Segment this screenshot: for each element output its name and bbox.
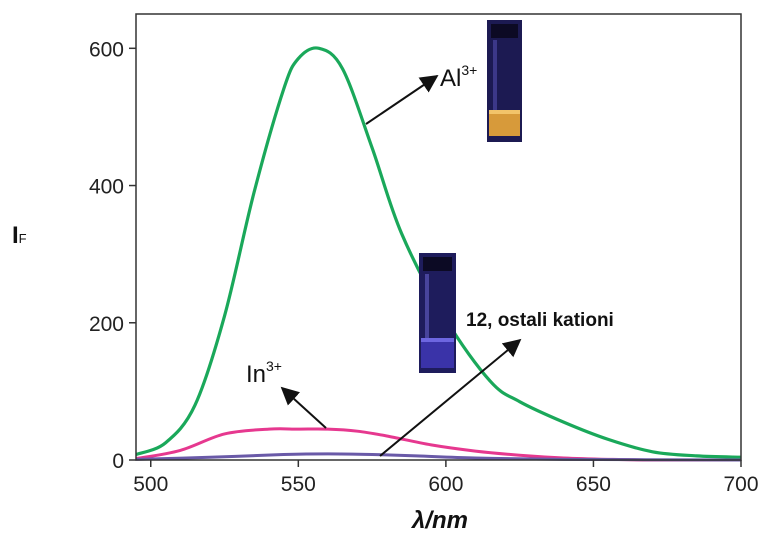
annotation-in-label: In (246, 361, 266, 388)
annotation-others: 12, ostali kationi (466, 310, 614, 331)
al-arrow (365, 74, 439, 125)
y-tick-label-1: 200 (89, 313, 124, 336)
al-vial-photo (487, 20, 522, 142)
ticks-layer: 500 550 600 650 700 0 200 400 600 (89, 38, 759, 496)
annotation-al-label: Al (440, 65, 461, 92)
y-tick-label-0: 0 (112, 450, 124, 473)
annotation-al-sup: 3+ (461, 62, 477, 78)
x-tick-label-1: 550 (281, 473, 316, 496)
x-tick-label-4: 700 (723, 473, 758, 496)
x-tick-label-0: 500 (133, 473, 168, 496)
series-line-2 (135, 452, 742, 462)
x-tick-label-2: 600 (428, 473, 463, 496)
y-axis-title: IF (12, 222, 27, 249)
y-axis-title-main: I (12, 222, 19, 249)
x-axis-title: λ/nm (410, 507, 468, 534)
in-arrow (280, 386, 327, 429)
series-line-0 (135, 46, 742, 459)
annotation-in-sup: 3+ (266, 358, 282, 374)
annotation-in: In3+ (246, 358, 282, 388)
plot-frame (135, 13, 742, 461)
x-tick-label-3: 650 (576, 473, 611, 496)
other-vial-photo (419, 253, 456, 373)
annotation-al: Al3+ (440, 62, 477, 92)
y-tick-label-2: 400 (89, 176, 124, 199)
y-tick-label-3: 600 (89, 38, 124, 61)
y-axis-title-sub: F (19, 231, 27, 246)
others-arrow (379, 338, 522, 457)
